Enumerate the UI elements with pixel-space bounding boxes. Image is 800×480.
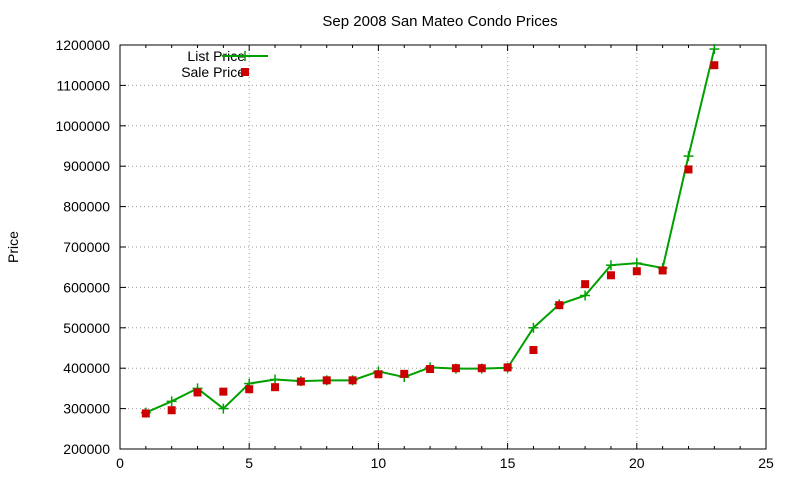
list-price-point [580, 290, 591, 301]
list-price-point [631, 258, 642, 269]
y-tick-label: 900000 [63, 158, 110, 174]
y-tick-label: 700000 [63, 239, 110, 255]
grid-lines [120, 45, 766, 449]
series-sale-price [141, 61, 719, 418]
sale-price-point [477, 364, 486, 373]
sale-price-point [167, 406, 176, 415]
sale-price-point [141, 409, 150, 418]
x-tick-labels: 0 5 10 15 20 25 [116, 455, 774, 471]
sale-price-point [374, 370, 383, 379]
x-tick-label: 25 [758, 455, 774, 471]
sale-price-point [426, 365, 435, 374]
x-tick-label: 5 [245, 455, 253, 471]
list-price-line [145, 48, 716, 414]
y-tick-label: 200000 [63, 441, 110, 457]
x-tick-label: 15 [500, 455, 516, 471]
y-tick-labels: 200000 300000 400000 500000 600000 700000 8000… [55, 37, 110, 457]
sale-price-point [658, 266, 667, 275]
sale-price-point [710, 61, 719, 70]
series-list-price [140, 44, 720, 418]
sale-price-point [400, 369, 409, 378]
y-tick-label: 1100000 [57, 77, 111, 93]
sale-price-point [606, 271, 615, 280]
list-price-point [528, 322, 539, 333]
legend-label: Sale Price [181, 64, 245, 80]
y-tick-label: 500000 [63, 320, 110, 336]
list-price-point [683, 151, 694, 162]
legend-marker [240, 51, 250, 61]
list-price-point [218, 403, 229, 414]
legend-marker [241, 68, 249, 76]
x-tick-label: 20 [629, 455, 645, 471]
sale-price-point [322, 376, 331, 385]
sale-price-point [296, 377, 305, 386]
sale-price-point [219, 387, 228, 396]
legend-label: List Price [187, 48, 245, 64]
y-tick-label: 1000000 [55, 118, 110, 134]
sale-price-point [555, 301, 564, 310]
list-price-point [605, 260, 616, 271]
sale-price-point [529, 346, 538, 355]
x-tick-label: 10 [371, 455, 387, 471]
axis-ticks [119, 44, 767, 450]
y-tick-label: 300000 [63, 401, 110, 417]
list-price-point [166, 396, 177, 407]
sale-price-point [271, 383, 280, 392]
sale-price-point [193, 388, 202, 397]
list-price-point [270, 374, 281, 385]
y-tick-label: 400000 [63, 360, 110, 376]
sale-price-point [632, 267, 641, 276]
y-axis-label: Price [5, 231, 21, 263]
chart-title: Sep 2008 San Mateo Condo Prices [322, 13, 557, 30]
y-tick-label: 800000 [63, 199, 110, 215]
y-tick-label: 1200000 [55, 37, 110, 53]
sale-price-point [245, 385, 254, 394]
sale-price-point [684, 165, 693, 174]
sale-price-point [503, 363, 512, 372]
sale-price-point [581, 280, 590, 289]
list-price-point [709, 44, 720, 55]
sale-price-point [451, 364, 460, 373]
y-tick-label: 600000 [63, 279, 110, 295]
sale-price-point [348, 376, 357, 385]
series-layer [140, 44, 720, 418]
x-tick-label: 0 [116, 455, 124, 471]
